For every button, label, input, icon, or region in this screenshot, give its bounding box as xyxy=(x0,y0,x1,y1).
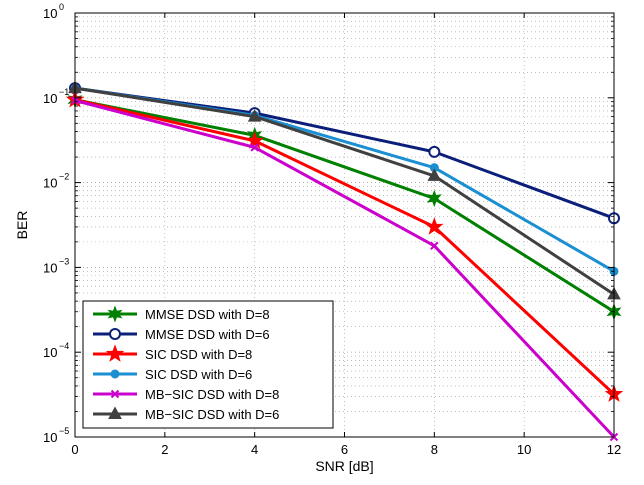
y-tick-label-exponent: 0 xyxy=(59,2,64,12)
y-tick-label-exponent: −4 xyxy=(59,341,69,351)
data-point xyxy=(430,241,439,250)
y-tick-label-base: 10 xyxy=(43,430,57,445)
series xyxy=(70,96,619,442)
x-tick-label: 10 xyxy=(517,442,531,457)
legend-item: MMSE DSD with D=6 xyxy=(93,327,270,342)
x-tick-label: 2 xyxy=(161,442,168,457)
x-tick-label: 4 xyxy=(251,442,258,457)
series-line xyxy=(74,98,615,313)
legend-item: MB−SIC DSD with D=8 xyxy=(93,387,279,402)
legend-item: SIC DSD with D=8 xyxy=(93,344,252,362)
legend-label: MMSE DSD with D=6 xyxy=(145,327,270,342)
legend-label: SIC DSD with D=8 xyxy=(145,347,252,362)
y-tick-label-base: 10 xyxy=(43,345,57,360)
y-tick-label-base: 10 xyxy=(43,260,57,275)
data-point xyxy=(426,189,442,208)
data-point xyxy=(245,131,264,149)
series-line xyxy=(74,86,615,296)
series-line xyxy=(74,98,616,396)
x-tick-label: 0 xyxy=(71,442,78,457)
y-tick-label-exponent: −2 xyxy=(59,172,69,182)
legend-item: SIC DSD with D=6 xyxy=(93,367,252,382)
data-point xyxy=(427,168,442,181)
legend: MMSE DSD with D=8 MMSE DSD with D=6 SIC DS… xyxy=(82,300,334,429)
legend-label: MB−SIC DSD with D=6 xyxy=(145,407,279,422)
legend-item: MMSE DSD with D=8 xyxy=(93,305,270,323)
data-point xyxy=(250,143,259,152)
x-tick-label: 6 xyxy=(341,442,348,457)
y-tick-label-base: 10 xyxy=(43,91,57,106)
series xyxy=(70,83,619,276)
data-point xyxy=(428,145,441,158)
data-point xyxy=(105,344,125,362)
data-point-stroke xyxy=(430,241,439,250)
data-point xyxy=(110,369,120,379)
y-tick-label-base: 10 xyxy=(43,6,57,21)
x-tick-label: 8 xyxy=(431,442,438,457)
y-tick-label-base: 10 xyxy=(43,176,57,191)
data-point xyxy=(109,328,121,340)
legend-label: MB−SIC DSD with D=8 xyxy=(145,387,279,402)
y-tick-label-exponent: −1 xyxy=(59,87,69,97)
legend-label: MMSE DSD with D=8 xyxy=(145,307,270,322)
series-line xyxy=(74,99,616,439)
data-point xyxy=(425,217,444,235)
y-tick-label-exponent: −3 xyxy=(59,256,69,266)
data-point xyxy=(110,389,120,399)
x-tick-label: 12 xyxy=(607,442,621,457)
legend-item: MB−SIC DSD with D=6 xyxy=(93,406,279,422)
data-point-stroke xyxy=(110,389,120,399)
data-point xyxy=(247,109,262,122)
data-point-stroke xyxy=(250,143,259,152)
legend-box xyxy=(82,300,334,429)
data-point xyxy=(108,406,122,419)
data-point xyxy=(107,305,123,323)
y-axis-label: BER xyxy=(14,211,30,240)
x-axis-label: SNR [dB] xyxy=(315,458,373,474)
y-tick-label-exponent: −5 xyxy=(59,426,69,436)
legend-label: SIC DSD with D=6 xyxy=(145,367,252,382)
